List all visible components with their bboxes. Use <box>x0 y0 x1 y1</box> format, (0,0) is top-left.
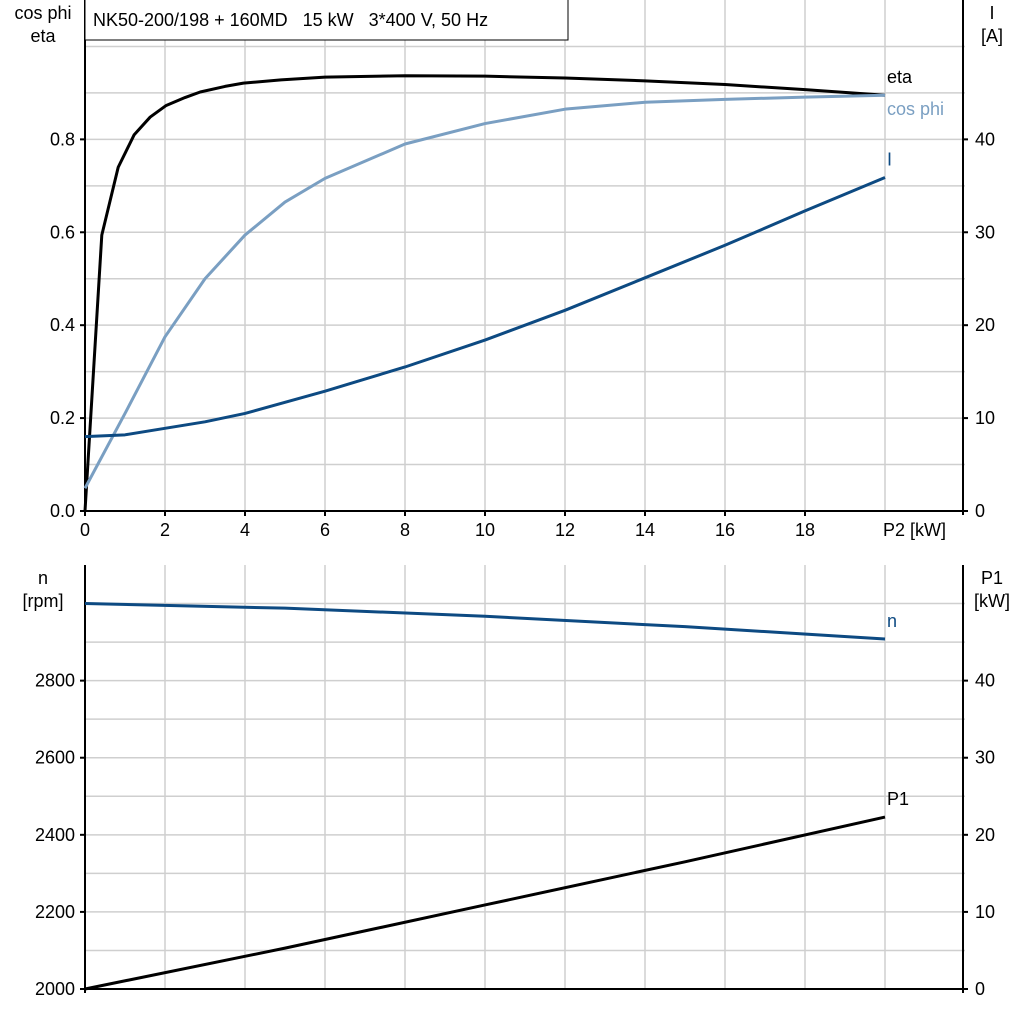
y-tick-label-right: 20 <box>975 315 995 335</box>
y-tick-label-right: 0 <box>975 501 985 521</box>
y-axis-label-right: [kW] <box>974 591 1010 611</box>
title-box <box>84 0 569 41</box>
series-label-I: I <box>887 149 892 169</box>
y-tick-label-left: 2800 <box>35 671 75 691</box>
x-tick-label: 8 <box>400 520 410 540</box>
y-tick-label-right: 10 <box>975 408 995 428</box>
x-tick-label: 6 <box>320 520 330 540</box>
chart-panel-2: 2000 2200 2400 2600 2800 0 10 20 30 40 n [rpm] P1 [kW… <box>22 565 1010 999</box>
y-tick-label-left: 2600 <box>35 748 75 768</box>
series-label-P1: P1 <box>887 789 909 809</box>
y-axis-label-right: I <box>989 3 994 23</box>
y-tick-label-left: 0.2 <box>50 408 75 428</box>
x-tick-label: 10 <box>475 520 495 540</box>
y-tick-label-left: 0.8 <box>50 129 75 149</box>
x-axis-label: P2 [kW] <box>883 520 946 540</box>
x-tick-label: 4 <box>240 520 250 540</box>
x-tick-label: 18 <box>795 520 815 540</box>
series-label-cos-phi: cos phi <box>887 99 944 119</box>
y-axis-label-left: [rpm] <box>22 591 63 611</box>
y-axis-label-left: cos phi <box>14 3 71 23</box>
series-line-I <box>84 176 886 439</box>
x-tick-label: 14 <box>635 520 655 540</box>
y-tick-label-right: 20 <box>975 825 995 845</box>
series-label-n: n <box>887 611 897 631</box>
y-axis-label-right: P1 <box>981 568 1003 588</box>
series-label-eta: eta <box>887 67 913 87</box>
y-axis-label-right: [A] <box>981 26 1003 46</box>
y-tick-label-right: 30 <box>975 748 995 768</box>
y-tick-label-right: 40 <box>975 129 995 149</box>
chart-title: NK50-200/198 + 160MD 15 kW 3*400 V, 50 H… <box>93 10 488 30</box>
y-tick-label-left: 0.6 <box>50 222 75 242</box>
y-tick-label-left: 2200 <box>35 902 75 922</box>
y-tick-label-left: 2400 <box>35 825 75 845</box>
y-tick-label-right: 10 <box>975 902 995 922</box>
y-tick-label-left: 2000 <box>35 979 75 999</box>
x-tick-label: 12 <box>555 520 575 540</box>
y-tick-label-right: 30 <box>975 222 995 242</box>
x-tick-label: 0 <box>80 520 90 540</box>
y-axis-label-left: n <box>38 568 48 588</box>
y-tick-label-left: 0.0 <box>50 501 75 521</box>
y-tick-label-right: 0 <box>975 979 985 999</box>
series-line-eta <box>83 74 886 512</box>
series-line-P1 <box>84 815 886 991</box>
x-tick-label: 2 <box>160 520 170 540</box>
series-line-n <box>84 602 886 641</box>
y-tick-label-right: 40 <box>975 671 995 691</box>
y-tick-label-left: 0.4 <box>50 315 75 335</box>
chart-panel-1: 0.0 0.2 0.4 0.6 0.8 0 10 20 30 40 0 2 4 6 8 10 12 14 16 18 P… <box>14 0 1003 540</box>
x-tick-label: 16 <box>715 520 735 540</box>
series-line-cos-phi <box>83 93 886 489</box>
y-axis-label-left: eta <box>30 26 56 46</box>
